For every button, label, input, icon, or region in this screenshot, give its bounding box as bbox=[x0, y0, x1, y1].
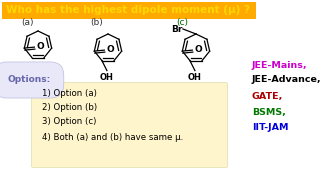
Text: OH: OH bbox=[100, 73, 114, 82]
Text: (a): (a) bbox=[21, 17, 33, 26]
FancyBboxPatch shape bbox=[2, 2, 256, 19]
Text: IIT-JAM: IIT-JAM bbox=[252, 123, 289, 132]
Text: 2) Option (b): 2) Option (b) bbox=[42, 103, 97, 112]
Text: O: O bbox=[36, 42, 44, 51]
Text: JEE-Advance,: JEE-Advance, bbox=[252, 75, 320, 84]
Text: (c): (c) bbox=[176, 17, 188, 26]
Text: BSMS,: BSMS, bbox=[252, 107, 286, 116]
FancyBboxPatch shape bbox=[31, 82, 228, 168]
Text: O: O bbox=[106, 45, 114, 54]
Text: O: O bbox=[194, 45, 202, 54]
Text: (b): (b) bbox=[91, 17, 103, 26]
Text: JEE-Mains,: JEE-Mains, bbox=[252, 60, 308, 69]
Text: OH: OH bbox=[188, 73, 202, 82]
Text: 1) Option (a): 1) Option (a) bbox=[42, 89, 97, 98]
Text: Br: Br bbox=[171, 24, 182, 33]
Text: 3) Option (c): 3) Option (c) bbox=[42, 118, 96, 127]
Text: 4) Both (a) and (b) have same μ.: 4) Both (a) and (b) have same μ. bbox=[42, 132, 183, 141]
Text: Options:: Options: bbox=[7, 75, 50, 84]
Text: Who has the highest dipole moment (μ) ?: Who has the highest dipole moment (μ) ? bbox=[6, 5, 250, 15]
Text: GATE,: GATE, bbox=[252, 91, 284, 100]
